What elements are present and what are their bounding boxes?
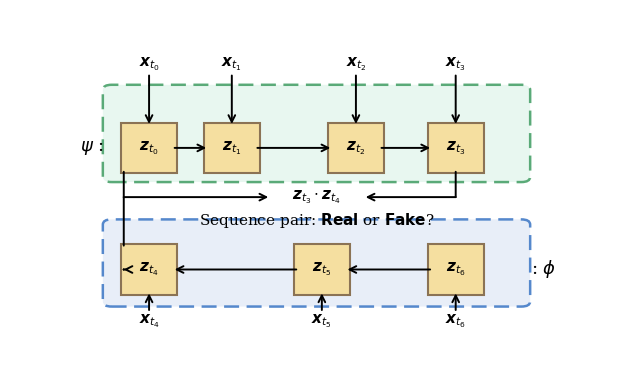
Text: $\boldsymbol{x}_{t_5}$: $\boldsymbol{x}_{t_5}$ [311, 313, 332, 331]
Text: $\boldsymbol{z}_{t_1}$: $\boldsymbol{z}_{t_1}$ [222, 139, 242, 157]
Text: $\boldsymbol{z}_{t_3}$: $\boldsymbol{z}_{t_3}$ [446, 139, 465, 157]
Text: $\boldsymbol{z}_{t_4}$: $\boldsymbol{z}_{t_4}$ [139, 261, 159, 278]
FancyBboxPatch shape [103, 220, 530, 306]
FancyBboxPatch shape [294, 244, 350, 295]
Text: : $\phi$: : $\phi$ [531, 258, 556, 280]
Text: $\boldsymbol{z}_{t_6}$: $\boldsymbol{z}_{t_6}$ [446, 261, 465, 278]
Text: $\psi$ :: $\psi$ : [80, 139, 104, 157]
Text: $\boldsymbol{x}_{t_4}$: $\boldsymbol{x}_{t_4}$ [139, 313, 160, 331]
Text: $\boldsymbol{x}_{t_6}$: $\boldsymbol{x}_{t_6}$ [445, 313, 466, 331]
Text: $\boldsymbol{x}_{t_3}$: $\boldsymbol{x}_{t_3}$ [445, 55, 466, 73]
FancyBboxPatch shape [121, 244, 177, 295]
Text: $\boldsymbol{x}_{t_2}$: $\boldsymbol{x}_{t_2}$ [345, 55, 366, 73]
FancyBboxPatch shape [204, 123, 260, 173]
Text: $\boldsymbol{z}_{t_3} \cdot \boldsymbol{z}_{t_4}$: $\boldsymbol{z}_{t_3} \cdot \boldsymbol{… [293, 188, 342, 206]
Text: Sequence pair: $\mathbf{Real}$ or $\mathbf{Fake}$?: Sequence pair: $\mathbf{Real}$ or $\math… [199, 211, 435, 230]
FancyBboxPatch shape [103, 85, 530, 182]
Text: $\boldsymbol{x}_{t_1}$: $\boldsymbol{x}_{t_1}$ [222, 55, 242, 73]
Text: $\boldsymbol{z}_{t_5}$: $\boldsymbol{z}_{t_5}$ [312, 261, 332, 278]
Text: $\boldsymbol{z}_{t_0}$: $\boldsymbol{z}_{t_0}$ [139, 139, 159, 157]
FancyBboxPatch shape [428, 244, 484, 295]
FancyBboxPatch shape [428, 123, 484, 173]
Text: $\boldsymbol{x}_{t_0}$: $\boldsymbol{x}_{t_0}$ [139, 55, 160, 73]
FancyBboxPatch shape [328, 123, 384, 173]
Text: $\boldsymbol{z}_{t_2}$: $\boldsymbol{z}_{t_2}$ [346, 139, 365, 157]
FancyBboxPatch shape [121, 123, 177, 173]
